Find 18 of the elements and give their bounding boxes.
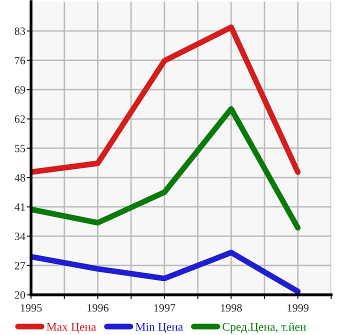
y-tick-label: 62	[14, 115, 25, 123]
y-tick-label: 76	[15, 56, 26, 64]
x-tick-label: 1995	[20, 304, 42, 312]
x-tick-label: 1999	[288, 304, 309, 312]
y-tick-label: 41	[14, 203, 25, 211]
legend-label: Max Цена	[46, 322, 96, 334]
legend-label: Сред.Цена, т.йен	[222, 322, 306, 334]
y-tick-label: 55	[15, 144, 26, 152]
y-tick-label: 20	[14, 291, 26, 299]
x-tick-label: 1996	[88, 304, 109, 312]
y-tick-label: 48	[14, 174, 26, 182]
y-tick-label: 83	[14, 27, 26, 35]
y-tick-label: 27	[14, 262, 26, 270]
x-tick-label: 1998	[221, 304, 242, 312]
y-tick-label: 34	[14, 232, 26, 240]
legend-label: Min Цена	[136, 322, 184, 334]
x-tick-label: 1997	[154, 304, 176, 312]
y-tick-label: 69	[14, 86, 26, 94]
